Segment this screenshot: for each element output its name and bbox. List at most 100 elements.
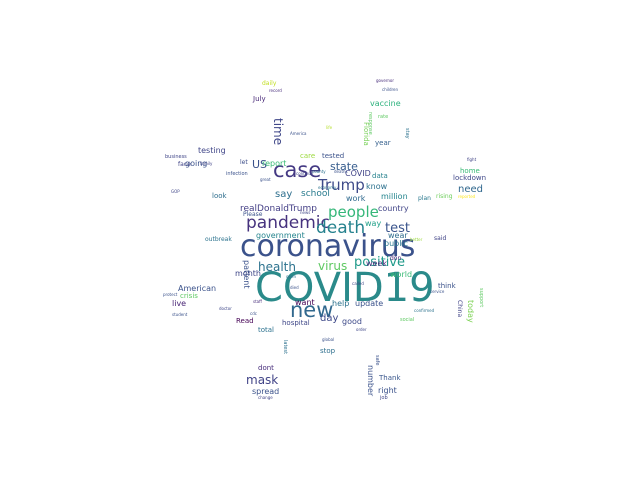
word: work: [346, 194, 366, 203]
word: time: [271, 118, 285, 146]
word: American: [178, 284, 217, 293]
word: outbreak: [205, 236, 232, 243]
word: report: [262, 159, 287, 168]
word: world: [390, 270, 413, 279]
word: said: [434, 235, 447, 242]
word: infection: [226, 171, 248, 177]
word: home: [460, 167, 480, 175]
word: life: [326, 125, 333, 130]
word: care: [300, 152, 316, 160]
word: safe: [374, 355, 380, 366]
word: Thank: [379, 374, 401, 382]
word: want: [295, 298, 315, 307]
word: face: [178, 161, 191, 168]
word: stop: [320, 347, 336, 355]
word: great: [260, 177, 271, 182]
word: record: [269, 88, 282, 93]
word: virus: [318, 259, 348, 273]
word: daily: [262, 80, 277, 87]
word: US: [252, 158, 268, 171]
word: update: [355, 299, 384, 308]
word: job: [380, 395, 388, 401]
word: social: [400, 317, 415, 323]
word: state: [330, 160, 358, 173]
word: Read: [236, 317, 254, 325]
word: governor: [376, 78, 395, 83]
word: think: [438, 282, 456, 290]
word: tested: [322, 152, 345, 160]
word: service: [430, 289, 445, 294]
word: COVID19: [255, 265, 435, 311]
word: continue: [296, 171, 314, 176]
word: pandemic: [246, 213, 330, 233]
word: Please: [243, 211, 263, 218]
word: year: [375, 139, 391, 147]
word: million: [381, 192, 408, 201]
word: day: [320, 313, 339, 324]
word: mask: [246, 373, 279, 387]
word: change: [258, 395, 273, 400]
word: business: [165, 154, 187, 160]
word: GOP: [171, 189, 180, 194]
word: COVID: [345, 169, 371, 178]
word: week: [366, 259, 388, 268]
word: doctor: [219, 306, 232, 311]
word: news: [300, 210, 311, 215]
word: reported: [458, 194, 476, 199]
word: vaccine: [370, 99, 401, 108]
word: country: [378, 204, 409, 213]
word: total: [258, 326, 275, 334]
word: dont: [258, 364, 274, 372]
word: coronavirus: [240, 229, 416, 264]
word: case: [273, 158, 322, 182]
word: right: [378, 386, 397, 395]
word: way: [365, 219, 382, 228]
word: need: [458, 184, 483, 195]
word: county: [312, 169, 326, 174]
word: look: [212, 192, 227, 200]
word: staff: [253, 299, 262, 304]
word: economy: [318, 185, 337, 190]
word: rising: [436, 193, 453, 200]
word: health: [258, 260, 296, 274]
word: deaths: [334, 169, 348, 174]
word: people: [328, 203, 379, 221]
word: don: [390, 255, 402, 262]
word: died: [290, 285, 299, 290]
word: children: [382, 87, 399, 92]
word: death: [316, 218, 366, 238]
word: support: [478, 288, 484, 308]
word: order: [356, 327, 367, 332]
word: good: [342, 317, 362, 326]
word: open: [286, 274, 296, 279]
word: public: [384, 239, 409, 248]
word: rate: [378, 114, 389, 120]
word: stay: [404, 128, 410, 139]
word: month: [235, 269, 261, 278]
word: better: [410, 237, 423, 242]
word: know: [366, 182, 388, 191]
word: school: [301, 189, 330, 199]
word: say: [275, 189, 293, 200]
word: positive: [354, 255, 405, 270]
word: crisis: [180, 292, 198, 300]
word: new: [290, 298, 334, 322]
word: let: [240, 159, 248, 166]
word: Trump: [318, 176, 365, 194]
word: global: [322, 337, 335, 342]
word: patient: [242, 260, 251, 289]
word: cdc: [250, 311, 257, 316]
word: realDonaldTrump: [240, 204, 317, 214]
word: help: [332, 299, 350, 308]
word: confirmed: [414, 308, 435, 313]
word: July: [253, 95, 266, 103]
word: number: [366, 365, 375, 397]
word: live: [172, 299, 187, 308]
word: protect: [163, 292, 178, 297]
word: fight: [467, 157, 477, 162]
word: America: [290, 131, 307, 136]
word: response: [367, 112, 373, 135]
word: testing: [198, 146, 226, 155]
word: Florida: [362, 122, 370, 146]
